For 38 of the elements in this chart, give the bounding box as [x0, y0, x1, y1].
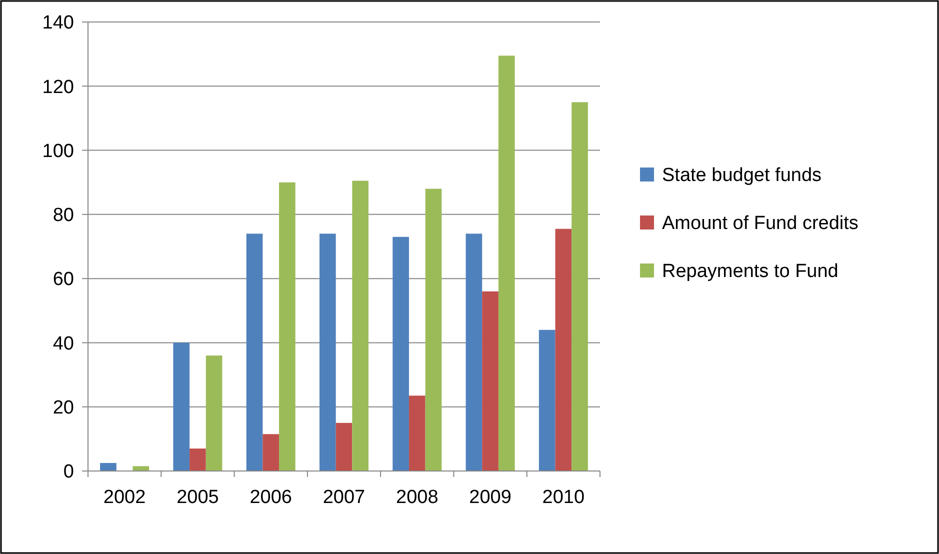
y-tick-label: 120 — [42, 76, 74, 98]
bar — [262, 434, 280, 471]
y-tick-label: 100 — [42, 140, 74, 162]
bar — [336, 422, 352, 471]
x-tick-label: 2008 — [396, 487, 438, 508]
bar — [555, 228, 572, 471]
bar — [392, 236, 409, 471]
bar — [408, 396, 426, 471]
legend-label: Amount of Fund credits — [662, 213, 858, 234]
bar — [190, 448, 206, 471]
bar — [466, 234, 482, 471]
y-tick-label: 60 — [52, 269, 74, 290]
bar — [132, 466, 150, 471]
x-tick-label: 2002 — [103, 487, 146, 508]
bar — [498, 56, 515, 471]
bar — [206, 356, 222, 471]
bar — [572, 102, 588, 471]
y-tick-label: 80 — [52, 205, 74, 226]
legend-label: Repayments to Fund — [662, 261, 838, 282]
bar — [173, 342, 190, 471]
bar — [425, 188, 442, 471]
bar — [352, 180, 369, 471]
y-tick-label: 140 — [42, 12, 74, 34]
y-tick-label: 20 — [52, 398, 74, 419]
x-tick-label: 2005 — [176, 487, 219, 508]
x-tick-label: 2006 — [250, 487, 292, 508]
x-tick-label: 2009 — [469, 487, 512, 508]
bar — [279, 182, 296, 471]
x-tick-label: 2007 — [322, 487, 366, 508]
y-tick-label: 0 — [63, 462, 74, 483]
bar — [482, 291, 498, 471]
bar — [538, 330, 556, 471]
x-tick-label: 2010 — [542, 487, 585, 508]
bar — [100, 462, 116, 471]
bar — [246, 234, 263, 471]
y-tick-label: 40 — [52, 333, 74, 354]
legend-label: State budget funds — [662, 165, 822, 186]
bar — [319, 234, 336, 471]
